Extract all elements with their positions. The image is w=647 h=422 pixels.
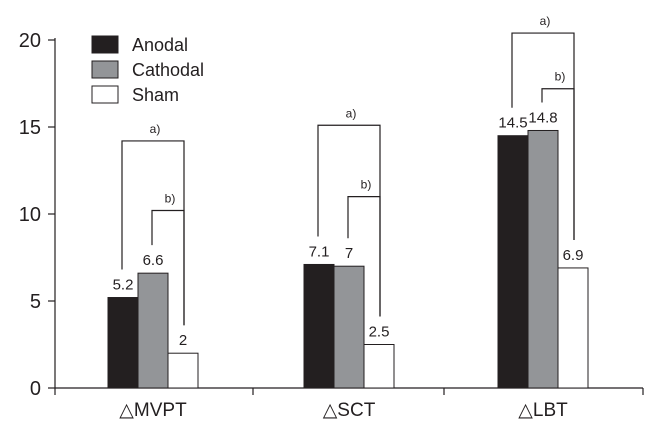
legend-label: Anodal xyxy=(132,35,188,55)
legend-swatch-cathodal xyxy=(91,60,119,79)
category-label: △LBT xyxy=(518,400,568,421)
data-label: 6.6 xyxy=(143,252,164,269)
data-label: 14.8 xyxy=(528,109,557,126)
data-label: 2.5 xyxy=(369,324,390,341)
bar-anodal xyxy=(497,135,529,389)
bar-cathodal xyxy=(137,272,169,389)
data-label: 7 xyxy=(345,245,353,262)
chart-legend: Anodal Cathodal Sham xyxy=(91,35,204,105)
significance-bracket xyxy=(347,196,381,317)
y-tick-label: 20 xyxy=(19,30,41,52)
bar-cathodal xyxy=(527,129,559,389)
legend-swatch-sham xyxy=(91,85,119,104)
bar-anodal xyxy=(303,263,335,389)
significance-label: a) xyxy=(346,106,357,120)
data-label: 6.9 xyxy=(563,247,584,264)
significance-label: b) xyxy=(555,70,566,84)
significance-label: b) xyxy=(361,178,372,192)
bar-cathodal xyxy=(333,265,365,389)
data-label: 7.1 xyxy=(309,243,330,260)
chart-bars xyxy=(107,129,589,389)
bar-sham xyxy=(167,352,199,389)
y-tick-label: 0 xyxy=(30,378,41,400)
legend-label: Sham xyxy=(132,85,179,105)
chart-labels: △MVPT △SCT △LBT 5.2 7.1 14.5 6.6 7 14.8 2 2.5 6.9 a)… xyxy=(113,14,584,421)
data-label: 5.2 xyxy=(113,277,134,294)
category-label: △SCT xyxy=(323,400,376,421)
significance-bracket xyxy=(151,209,185,326)
significance-label: a) xyxy=(150,122,161,136)
significance-label: a) xyxy=(540,14,551,28)
bar-anodal xyxy=(107,297,139,389)
significance-brackets xyxy=(121,32,575,326)
y-tick-label: 10 xyxy=(19,204,41,226)
category-label: △MVPT xyxy=(119,400,187,421)
bar-sham xyxy=(557,267,589,389)
y-tick-label: 15 xyxy=(19,117,41,139)
data-label: 2 xyxy=(179,332,187,349)
significance-label: b) xyxy=(165,192,176,206)
significance-bracket xyxy=(541,88,575,240)
data-label: 14.5 xyxy=(498,115,527,132)
y-tick-label: 5 xyxy=(30,291,41,313)
legend-label: Cathodal xyxy=(132,60,204,80)
legend-swatch-anodal xyxy=(91,35,119,54)
bar-sham xyxy=(363,344,395,389)
